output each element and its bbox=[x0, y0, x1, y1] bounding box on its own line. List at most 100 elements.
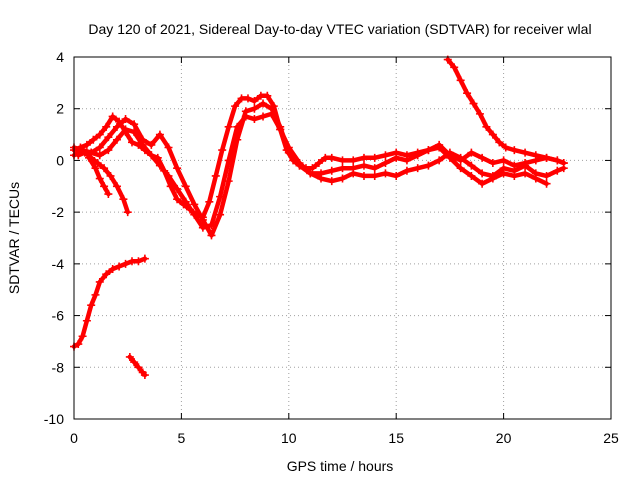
grid-lines bbox=[74, 57, 611, 419]
data-point bbox=[553, 166, 562, 175]
data-point bbox=[104, 190, 113, 199]
data-point bbox=[108, 265, 117, 274]
data-point bbox=[82, 140, 91, 149]
x-tick-label: 0 bbox=[70, 430, 78, 446]
data-point bbox=[218, 146, 227, 155]
data-point bbox=[216, 192, 225, 201]
data-point bbox=[542, 179, 551, 188]
data-point bbox=[488, 159, 497, 168]
data-point bbox=[108, 112, 117, 121]
data-point bbox=[306, 169, 315, 178]
data-point bbox=[359, 153, 368, 162]
data-point bbox=[140, 254, 149, 263]
y-tick-label: -2 bbox=[52, 204, 65, 220]
y-tick-label: 0 bbox=[56, 152, 64, 168]
data-point bbox=[482, 122, 491, 131]
data-point bbox=[276, 125, 285, 134]
x-tick-label: 10 bbox=[281, 430, 297, 446]
data-point bbox=[207, 221, 216, 230]
data-point bbox=[250, 104, 259, 113]
x-tick-label: 5 bbox=[178, 430, 186, 446]
data-point bbox=[510, 146, 519, 155]
data-point bbox=[424, 146, 433, 155]
data-point bbox=[138, 140, 147, 149]
y-tick-label: -10 bbox=[44, 411, 64, 427]
data-point bbox=[381, 151, 390, 160]
data-point bbox=[463, 89, 472, 98]
data-point bbox=[521, 169, 530, 178]
data-point bbox=[91, 290, 100, 299]
data-point bbox=[413, 164, 422, 173]
data-point bbox=[263, 91, 272, 100]
data-point bbox=[338, 174, 347, 183]
data-point bbox=[267, 109, 276, 118]
data-point bbox=[140, 371, 149, 380]
data-point bbox=[456, 153, 465, 162]
data-point bbox=[259, 99, 268, 108]
data-point bbox=[91, 164, 100, 173]
data-point bbox=[121, 259, 130, 268]
data-point bbox=[456, 76, 465, 85]
data-point bbox=[216, 210, 225, 219]
series-line bbox=[445, 57, 566, 166]
data-point bbox=[553, 156, 562, 165]
data-point bbox=[74, 340, 83, 349]
data-point bbox=[370, 164, 379, 173]
data-point bbox=[147, 140, 156, 149]
series-line bbox=[71, 256, 148, 349]
data-point bbox=[95, 130, 104, 139]
data-point bbox=[93, 159, 102, 168]
data-point bbox=[531, 151, 540, 160]
series-arc-a bbox=[70, 91, 568, 222]
data-point bbox=[95, 143, 104, 152]
data-point bbox=[243, 94, 252, 103]
data-point bbox=[488, 174, 497, 183]
data-point bbox=[85, 153, 94, 162]
data-point bbox=[317, 169, 326, 178]
y-tick-label: -8 bbox=[52, 359, 65, 375]
data-point bbox=[119, 195, 128, 204]
data-point bbox=[456, 164, 465, 173]
data-point bbox=[95, 151, 104, 160]
data-point bbox=[147, 151, 156, 160]
data-point bbox=[127, 138, 136, 147]
data-point bbox=[134, 257, 143, 266]
data-point bbox=[392, 153, 401, 162]
data-point bbox=[87, 301, 96, 310]
data-point bbox=[314, 159, 323, 168]
data-point bbox=[130, 120, 139, 129]
data-point bbox=[435, 156, 444, 165]
data-point bbox=[370, 153, 379, 162]
data-point bbox=[155, 130, 164, 139]
data-point bbox=[181, 182, 190, 191]
data-point bbox=[478, 153, 487, 162]
data-point bbox=[233, 122, 242, 131]
series-line bbox=[71, 93, 566, 220]
data-point bbox=[112, 135, 121, 144]
data-point bbox=[106, 171, 115, 180]
data-point bbox=[499, 169, 508, 178]
data-point bbox=[123, 208, 132, 217]
data-point bbox=[495, 138, 504, 147]
data-point bbox=[284, 143, 293, 152]
data-point bbox=[100, 164, 109, 173]
data-point bbox=[224, 122, 233, 131]
series-arc-b bbox=[70, 99, 568, 240]
data-point bbox=[359, 171, 368, 180]
data-point bbox=[250, 96, 259, 105]
data-point bbox=[349, 164, 358, 173]
data-point bbox=[327, 166, 336, 175]
data-point bbox=[190, 210, 199, 219]
plot-frame bbox=[73, 56, 612, 420]
data-point bbox=[115, 262, 124, 271]
y-tick-label: -6 bbox=[52, 308, 65, 324]
data-point bbox=[134, 363, 143, 372]
x-axis-label: GPS time / hours bbox=[287, 458, 394, 474]
series-arc-h bbox=[443, 55, 568, 168]
data-point bbox=[78, 332, 87, 341]
x-tick-label: 15 bbox=[388, 430, 404, 446]
data-point bbox=[542, 153, 551, 162]
series-line bbox=[71, 111, 549, 230]
axis-ticks: 0 5 10 15 20 25 -10 -8 -6 -4 -2 0 2 4 bbox=[44, 49, 619, 446]
